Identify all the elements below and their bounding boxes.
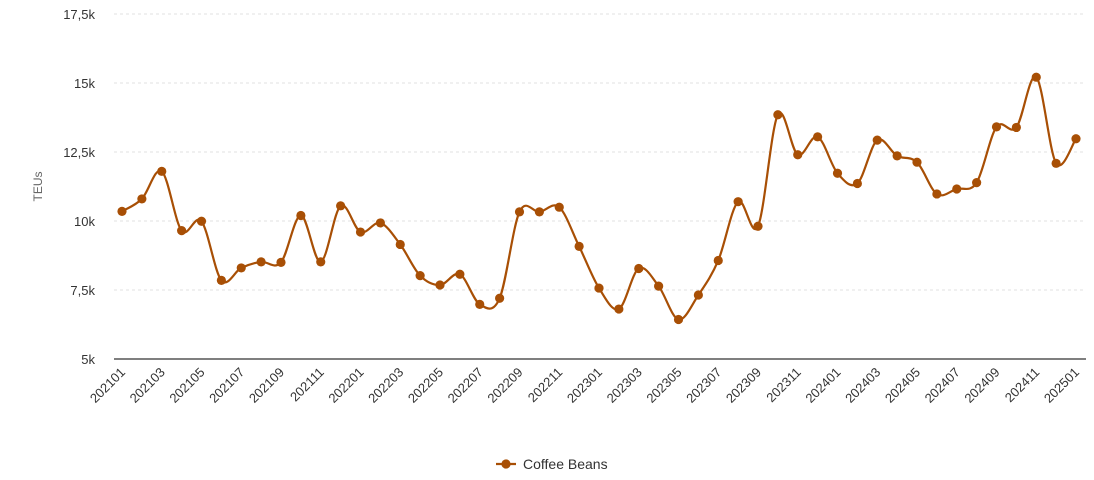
x-tick-label: 202407 [922,365,963,406]
data-point[interactable] [177,226,187,236]
data-point[interactable] [932,189,942,199]
data-point[interactable] [435,280,445,290]
x-tick-label: 202311 [763,365,804,406]
legend-label[interactable]: Coffee Beans [523,456,608,472]
x-tick-label: 202209 [484,365,525,406]
gridlines [114,13,1086,291]
data-point[interactable] [594,283,604,293]
data-point[interactable] [872,135,882,145]
data-point[interactable] [276,257,286,267]
data-point[interactable] [475,299,485,309]
series-coffee-beans [117,72,1081,325]
x-tick-label: 202111 [287,365,327,405]
x-tick-label: 202105 [166,365,207,406]
x-tick-label: 202307 [683,365,724,406]
y-tick-label: 15k [74,76,95,91]
data-point[interactable] [673,314,684,325]
data-point[interactable] [1011,122,1021,133]
x-tick-label: 202207 [445,365,486,406]
data-point[interactable] [972,178,982,188]
data-point[interactable] [375,218,385,228]
data-point[interactable] [713,255,723,266]
x-tick-label: 202101 [87,365,128,406]
data-point[interactable] [634,263,644,274]
x-tick-label: 202309 [723,365,764,406]
x-tick-label: 202405 [882,365,923,406]
data-point[interactable] [773,110,783,120]
data-point[interactable] [554,202,564,212]
data-point[interactable] [534,207,544,217]
legend-marker-icon [501,459,511,469]
data-point[interactable] [336,201,346,211]
data-point[interactable] [614,304,624,314]
x-tick-label: 202501 [1041,365,1082,406]
data-point[interactable] [196,216,207,226]
data-point[interactable] [256,257,266,267]
data-point[interactable] [455,269,465,279]
data-point[interactable] [137,194,147,204]
data-point[interactable] [733,197,743,207]
x-tick-label: 202403 [842,365,883,406]
legend[interactable]: Coffee Beans [496,456,608,472]
data-point[interactable] [296,210,306,221]
x-tick-label: 202301 [564,365,605,406]
data-point[interactable] [1031,72,1041,82]
y-axis: 5k 7,5k 10k 12,5k 15k 17,5k TEUs [31,7,95,367]
data-point[interactable] [654,281,664,291]
data-point[interactable] [355,227,366,237]
data-point[interactable] [316,257,326,267]
data-point[interactable] [852,178,862,189]
x-tick-label: 202103 [127,365,168,406]
y-tick-label: 5k [81,352,95,367]
series-line-coffee-beans [121,75,1077,321]
x-tick-label: 202409 [961,365,1002,406]
data-point[interactable] [495,293,505,303]
y-axis-title: TEUs [31,172,45,202]
x-tick-label: 202305 [643,365,684,406]
x-tick-label: 202411 [1002,365,1043,406]
x-tick-label: 202303 [604,365,645,406]
x-tick-label: 202203 [365,365,406,406]
x-tick-label: 202201 [325,365,366,406]
x-tick-label: 202401 [802,365,843,406]
data-point[interactable] [117,206,127,216]
data-point[interactable] [1071,134,1081,144]
x-tick-label: 202211 [525,365,566,406]
data-point[interactable] [753,221,763,231]
data-point[interactable] [574,241,584,251]
data-point[interactable] [952,184,962,194]
data-point[interactable] [395,239,405,250]
x-tick-label: 202205 [405,365,446,406]
data-point[interactable] [892,151,902,161]
y-tick-label: 10k [74,214,95,229]
data-point[interactable] [991,122,1002,132]
data-point[interactable] [514,207,525,217]
data-point[interactable] [216,275,226,285]
data-point[interactable] [1051,158,1061,168]
data-point[interactable] [912,157,922,167]
data-point[interactable] [832,168,843,178]
y-tick-label: 12,5k [63,145,95,160]
data-point[interactable] [236,263,246,273]
data-point[interactable] [157,166,167,176]
x-tick-label: 202109 [246,365,287,406]
data-point[interactable] [793,150,803,160]
y-tick-label: 17,5k [63,7,95,22]
y-tick-label: 7,5k [70,283,95,298]
data-point[interactable] [693,290,703,300]
data-point[interactable] [813,132,823,142]
data-point[interactable] [415,271,425,281]
x-tick-label: 202107 [206,365,247,406]
